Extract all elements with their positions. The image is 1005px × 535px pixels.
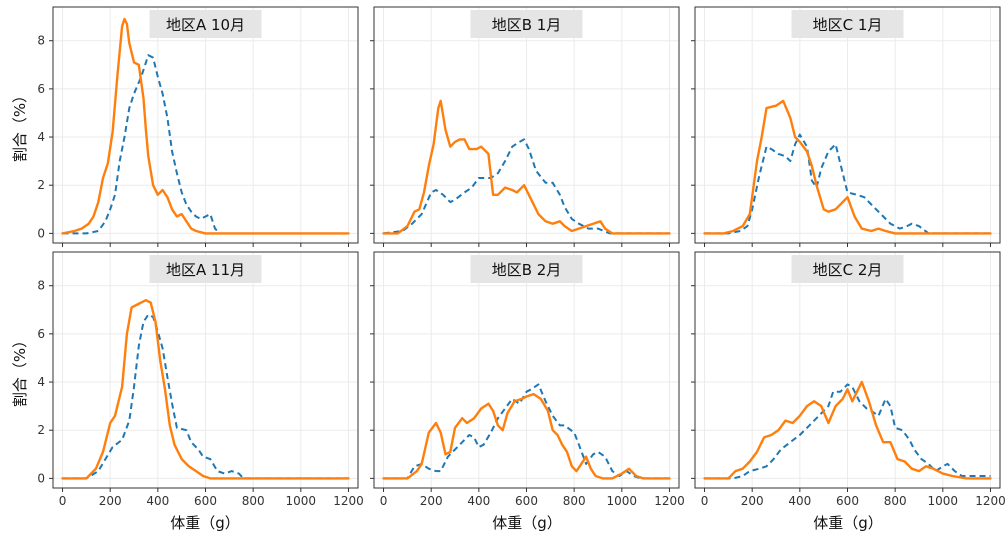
panel-6: 0 200 400 600 800 1000 1200 地区C 2月 [691,251,1005,508]
x-tick-label: 1200 [975,494,1005,508]
panel-title: 地区A 11月 [166,261,245,279]
x-tick-label: 400 [467,494,490,508]
x-tick-label: 400 [146,494,169,508]
panel-2: 地区B 1月 [370,6,680,247]
y-tick-label: 0 [37,226,45,240]
x-axis-title-col3: 体重（g） [813,514,883,532]
x-tick-label: 200 [420,494,443,508]
panel-title-background [791,255,904,283]
series-solid-line [703,99,992,235]
y-axis-title-bottom: 割合（%） [11,333,29,407]
panel-title-background [470,255,583,283]
panel-title-background [470,10,583,38]
y-tick-label: 4 [37,375,45,389]
x-tick-label: 600 [194,494,217,508]
series-solid-line [61,17,350,235]
y-axis-title-top: 割合（%） [11,88,29,162]
x-tick-label: 1000 [607,494,638,508]
panel-4: 0 2 4 6 8 0 200 400 600 800 1000 1200 地区A 11月 [37,251,364,508]
panel-1: 0 2 4 6 8 地区A 10月 [37,6,359,247]
x-tick-label: 1000 [928,494,959,508]
y-tick-label: 8 [37,34,45,48]
y-tick-label: 6 [37,82,45,96]
panel-title-background [149,10,262,38]
x-tick-label: 200 [741,494,764,508]
panel-title: 地区A 10月 [166,16,245,34]
series-dashed-line [383,138,670,235]
x-tick-label: 1200 [333,494,364,508]
series-solid-line [61,299,350,480]
y-tick-label: 4 [37,130,45,144]
x-tick-label: 800 [563,494,586,508]
panel-5: 0 200 400 600 800 1000 1200 地区B 2月 [370,251,685,508]
y-tick-label: 8 [37,279,45,293]
x-tick-label: 800 [242,494,265,508]
x-axis-title-col1: 体重（g） [170,514,240,532]
panel-title-background [149,255,262,283]
series-solid-line [703,380,992,480]
panel-3: 地区C 1月 [691,6,1001,247]
x-tick-label: 1200 [654,494,685,508]
y-tick-label: 2 [37,423,45,437]
x-tick-label: 1000 [286,494,317,508]
series-dashed-line [62,313,349,480]
panels-layer: 0 2 4 6 8 地区A 10月 地区B 1月 地区C 1月 0 2 4 6 8 0 200 400 600 8… [37,6,1005,508]
panel-title: 地区B 2月 [492,261,562,279]
x-tick-label: 800 [884,494,907,508]
x-axis-title-col2: 体重（g） [492,514,562,532]
x-tick-label: 0 [380,494,388,508]
panel-title: 地区B 1月 [492,16,562,34]
y-tick-label: 6 [37,327,45,341]
y-tick-label: 2 [37,178,45,192]
x-tick-label: 0 [701,494,709,508]
series-solid-line [382,392,671,480]
x-tick-label: 0 [59,494,67,508]
x-tick-label: 600 [515,494,538,508]
panel-title-background [791,10,904,38]
y-tick-label: 0 [37,471,45,485]
series-dashed-line [704,133,991,235]
series-solid-line [382,99,671,235]
series-dashed-line [704,383,991,480]
x-tick-label: 200 [99,494,122,508]
x-tick-label: 600 [836,494,859,508]
panel-title: 地区C 1月 [813,16,883,34]
panel-title: 地区C 2月 [813,261,883,279]
x-tick-label: 400 [788,494,811,508]
series-dashed-line [62,54,221,235]
